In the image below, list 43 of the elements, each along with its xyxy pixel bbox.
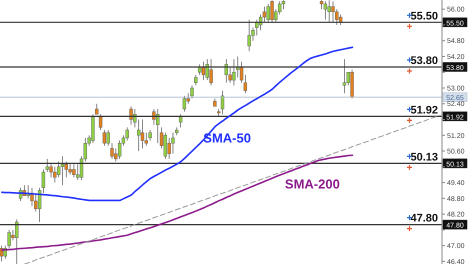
- candlestick: [232, 58, 236, 86]
- candlestick: [224, 58, 228, 84]
- candlestick: [178, 114, 182, 128]
- candlestick: [60, 156, 64, 186]
- candlestick: [0, 245, 4, 262]
- ref-line-label: 51.92: [410, 104, 438, 116]
- candlestick: [68, 164, 72, 176]
- candlestick: [194, 74, 198, 86]
- candlestick: [228, 66, 232, 84]
- candlestick: [136, 119, 140, 152]
- line-series: [24, 114, 441, 264]
- candlestick: [209, 58, 213, 86]
- candlestick: [53, 166, 57, 183]
- series-label: SMA-200: [284, 176, 340, 192]
- candlestick: [129, 106, 133, 126]
- candlestick: [98, 114, 102, 130]
- candlestick: [202, 61, 206, 81]
- candlestick: [91, 114, 95, 144]
- candlestick: [15, 218, 18, 264]
- ref-line-label: 53.80: [410, 54, 438, 67]
- candlestick: [220, 90, 224, 115]
- candlestick: [152, 108, 156, 126]
- ref-line-label: 50.13: [410, 151, 438, 164]
- ref-line-label: 55.50: [410, 10, 438, 22]
- candlestick: [327, 0, 331, 23]
- candlestick: [247, 19, 251, 52]
- candlestick: [7, 229, 11, 249]
- candlestick: [102, 130, 106, 146]
- candlestick: [133, 108, 137, 128]
- candlestick: [140, 119, 144, 149]
- candlestick: [266, 4, 270, 23]
- candlestick: [331, 0, 335, 23]
- candlestick: [72, 164, 76, 178]
- ref-line-label: 47.80: [410, 212, 438, 225]
- series-label: SMA-50: [203, 130, 251, 146]
- candlestick: [342, 58, 346, 94]
- candlestick: [324, 0, 328, 20]
- candlestick: [198, 64, 202, 76]
- candlestick: [156, 108, 160, 144]
- candlestick: [270, 0, 274, 23]
- candlestick: [95, 103, 98, 115]
- candlestick: [148, 130, 152, 141]
- candlestick: [182, 95, 186, 112]
